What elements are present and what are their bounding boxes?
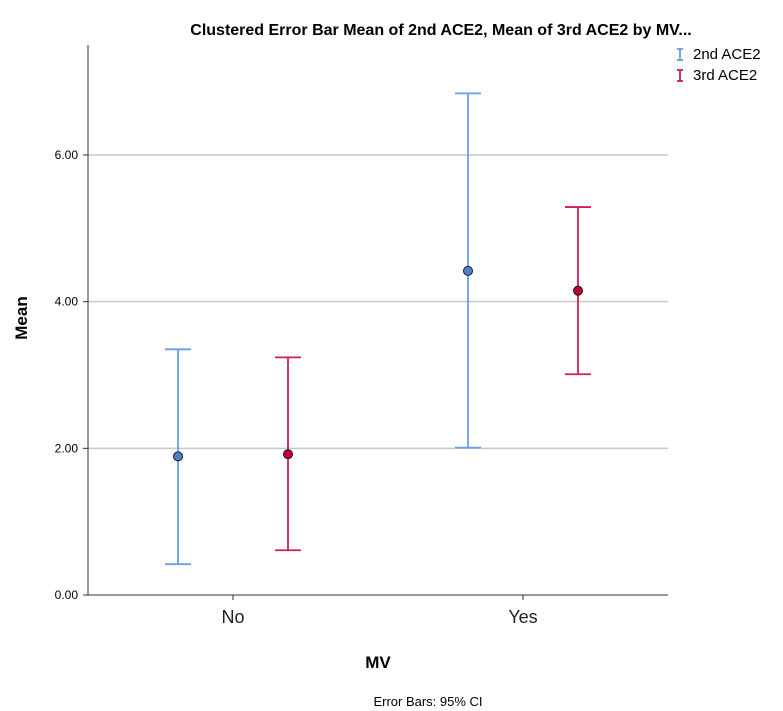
x-axis-title: MV bbox=[365, 653, 391, 672]
y-tick-labels: 0.00 2.00 4.00 6.00 bbox=[55, 148, 88, 602]
gridlines bbox=[88, 154, 668, 450]
y-tick-label-1: 2.00 bbox=[55, 441, 79, 455]
x-tick-labels: No Yes bbox=[221, 595, 538, 627]
y-tick-label-3: 6.00 bbox=[55, 148, 79, 162]
series-1-yes-mean-point bbox=[573, 285, 583, 296]
legend-label-0: 2nd ACE2 bbox=[693, 46, 761, 63]
x-tick-label-no: No bbox=[221, 607, 244, 627]
legend: 2nd ACE2 3rd ACE2 bbox=[677, 46, 761, 84]
axes bbox=[87, 45, 668, 596]
series-1-no-mean-point bbox=[283, 449, 293, 460]
series-1 bbox=[275, 206, 591, 552]
series-0 bbox=[165, 92, 481, 566]
error-bar-series bbox=[165, 92, 591, 566]
footnote: Error Bars: 95% CI bbox=[373, 694, 482, 709]
series-0-yes-mean-point bbox=[463, 265, 473, 276]
series-0-no-mean-point bbox=[173, 451, 183, 462]
chart-title: Clustered Error Bar Mean of 2nd ACE2, Me… bbox=[190, 22, 691, 39]
x-tick-label-yes: Yes bbox=[508, 607, 537, 627]
y-tick-label-2: 4.00 bbox=[55, 295, 79, 309]
y-axis-title: Mean bbox=[12, 296, 31, 339]
legend-label-1: 3rd ACE2 bbox=[693, 67, 757, 84]
y-tick-label-0: 0.00 bbox=[55, 588, 79, 602]
